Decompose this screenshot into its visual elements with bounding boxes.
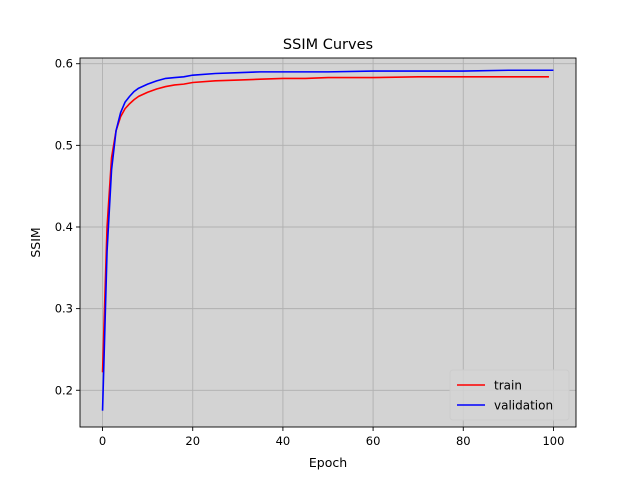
grid-lines	[80, 58, 576, 427]
y-axis-label: SSIM	[28, 227, 43, 257]
y-tick-label: 0.6	[55, 57, 73, 71]
plot-frame	[79, 57, 577, 428]
x-axis-label: Epoch	[309, 455, 347, 470]
legend: train validation	[449, 369, 570, 421]
legend-box	[449, 369, 570, 421]
y-tick-label: 0.2	[55, 383, 73, 397]
plot-background	[80, 58, 576, 427]
y-tick-label: 0.4	[55, 220, 73, 234]
y-tick-label: 0.3	[55, 302, 73, 316]
legend-label-validation: validation	[494, 399, 553, 413]
legend-label-train: train	[494, 379, 522, 393]
series-line-validation	[101, 69, 554, 411]
chart-title: SSIM Curves	[283, 37, 373, 53]
y-tick-label: 0.5	[55, 138, 73, 152]
x-tick-label: 40	[276, 434, 291, 448]
x-tick-label: 100	[542, 434, 564, 448]
x-tick-label: 80	[456, 434, 471, 448]
series-line-train	[101, 75, 549, 373]
x-tick-label: 20	[185, 434, 200, 448]
series-lines	[101, 69, 554, 411]
x-tick-label: 0	[99, 434, 106, 448]
x-tick-label: 60	[366, 434, 381, 448]
axis-ticks: 0 20 40 60 80 100 0.2 0.3 0.4 0.5 0.6	[55, 57, 565, 448]
